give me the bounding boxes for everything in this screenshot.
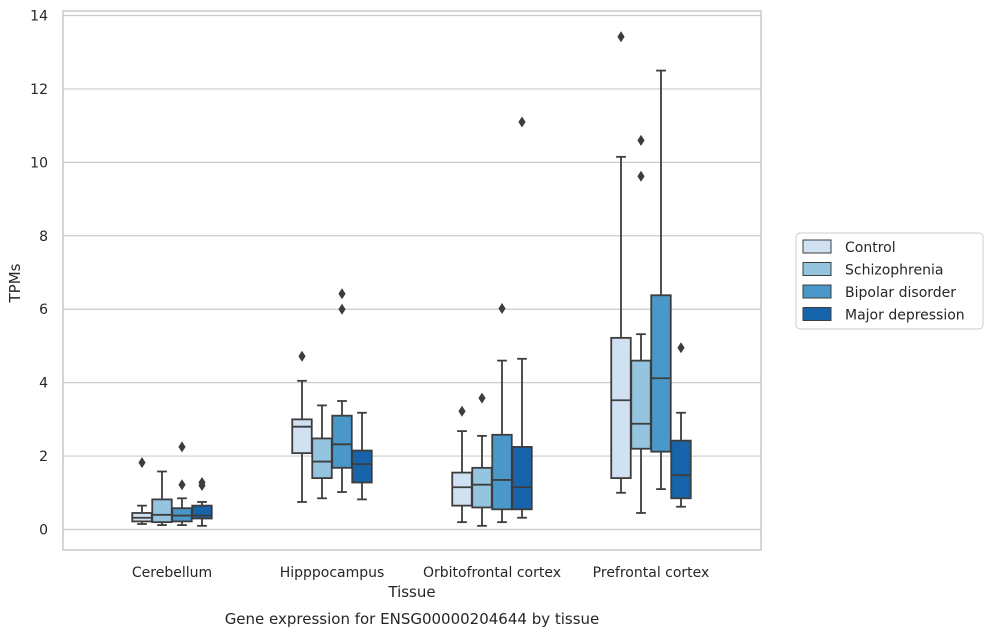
y-tick-label: 10: [30, 155, 48, 171]
box-body: [151, 498, 173, 524]
outlier-point: [338, 288, 346, 300]
outlier-point: [478, 392, 486, 404]
x-tick-label: Orbitofrontal cortex: [423, 565, 561, 581]
y-axis-ticks: 0 2 4 6 8 10 12 14: [30, 9, 48, 539]
box-body: [351, 449, 373, 484]
chart-caption: Gene expression for ENSG00000204644 by t…: [225, 610, 600, 628]
legend-frame: [795, 232, 984, 330]
outlier-point: [338, 303, 346, 315]
legend-swatch: [802, 262, 832, 276]
y-tick-label: 0: [39, 523, 48, 539]
outlier-point: [617, 31, 625, 43]
x-axis-ticks: Cerebellum Hipppocampus Orbitofrontal cort…: [132, 565, 709, 581]
box-body: [291, 418, 313, 455]
box-1-0: [291, 350, 313, 503]
box-body: [610, 336, 632, 480]
legend-swatch: [802, 284, 832, 299]
outlier-point: [178, 479, 186, 491]
outlier-point: [498, 302, 506, 314]
x-axis-title: Tissue: [387, 583, 435, 601]
box-2-1: [471, 392, 493, 527]
box-1-3: [351, 411, 373, 501]
outlier-point: [637, 134, 645, 146]
box-0-1: [151, 470, 173, 526]
x-tick-label: Hipppocampus: [280, 565, 385, 581]
box-3-0: [610, 31, 632, 494]
y-tick-label: 14: [30, 9, 48, 25]
box-body: [630, 359, 652, 450]
legend: Control Schizophrenia Bipolar disorder Majo…: [795, 232, 984, 330]
box-body: [650, 294, 672, 453]
outlier-point: [178, 441, 186, 453]
x-tick-label: Prefrontal cortex: [593, 565, 710, 581]
box-body: [311, 437, 333, 480]
box-body: [471, 466, 493, 509]
box-0-3: [191, 477, 213, 527]
box-1-1: [311, 404, 333, 500]
y-tick-label: 2: [39, 449, 48, 465]
legend-label: Major depression: [845, 308, 965, 324]
x-tick-label: Cerebellum: [132, 565, 212, 581]
y-tick-label: 12: [30, 82, 48, 98]
box-body: [670, 439, 692, 500]
legend-swatch: [802, 239, 832, 254]
outlier-point: [637, 170, 645, 182]
box-body: [331, 414, 353, 469]
box-body: [511, 445, 533, 511]
outlier-point: [138, 457, 146, 469]
box-2-2: [491, 302, 513, 524]
legend-swatch: [802, 307, 832, 321]
box-3-1: [630, 134, 652, 514]
outlier-point: [677, 342, 685, 354]
box-2-0: [451, 405, 473, 524]
y-tick-label: 4: [39, 376, 48, 392]
outlier-point: [198, 479, 206, 491]
legend-label: Control: [845, 240, 896, 256]
y-axis-title: TPMs: [6, 263, 24, 303]
box-2-3: [511, 116, 533, 519]
box-body: [491, 433, 513, 511]
plot-frame: [62, 10, 762, 551]
box-0-0: [131, 457, 153, 525]
y-tick-label: 8: [39, 229, 48, 245]
box-3-2: [650, 69, 672, 491]
box-3-3: [670, 342, 692, 508]
box-1-2: [331, 288, 353, 493]
outlier-point: [518, 116, 526, 128]
plot-area: [131, 31, 692, 527]
outlier-point: [298, 350, 306, 362]
box-body: [451, 471, 473, 507]
box-0-2: [171, 441, 193, 526]
box-body: [191, 504, 213, 520]
outlier-point: [458, 405, 466, 417]
legend-label: Schizophrenia: [845, 263, 943, 279]
grid-lines: [63, 14, 761, 531]
legend-label: Bipolar disorder: [845, 285, 956, 301]
y-tick-label: 6: [39, 302, 48, 318]
